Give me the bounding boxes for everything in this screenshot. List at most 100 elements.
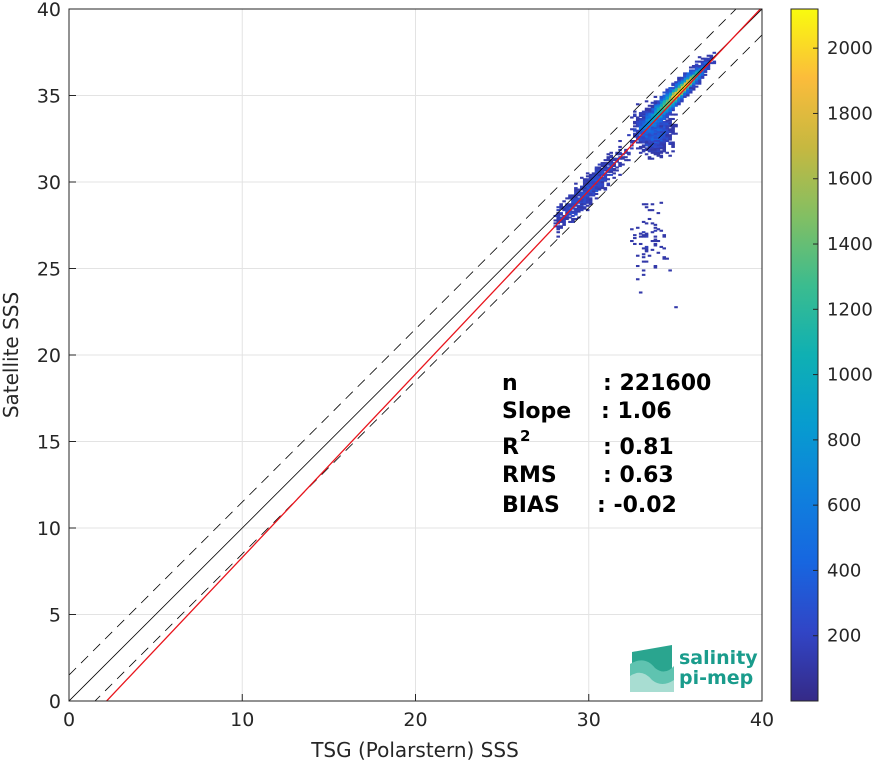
density-cell (653, 128, 658, 131)
density-cell (659, 95, 664, 98)
density-cell (588, 181, 593, 184)
density-cell (694, 78, 699, 81)
density-cell (606, 167, 611, 171)
density-cell (680, 87, 684, 90)
density-cell (671, 103, 675, 106)
density-cell (591, 179, 596, 182)
density-cell (594, 173, 599, 176)
density-cell (671, 142, 675, 146)
density-cell (641, 234, 646, 237)
density-cell (665, 103, 669, 106)
density-cell (650, 132, 655, 135)
density-cell (668, 101, 672, 104)
density-cell (647, 117, 652, 121)
density-cell (700, 72, 705, 75)
density-cell (641, 113, 646, 116)
density-cell (668, 106, 672, 109)
density-cell (582, 200, 587, 203)
density-cell (662, 103, 667, 106)
y-axis-ticks: 0 5 10 15 20 25 30 35 40 (37, 0, 76, 713)
density-cell (580, 187, 584, 190)
density-cell (580, 176, 584, 179)
density-cell (703, 57, 708, 60)
density-cell (559, 220, 563, 223)
density-cell (668, 98, 672, 101)
density-cell (712, 51, 717, 54)
density-cell (650, 125, 655, 128)
density-cell (674, 85, 678, 88)
density-cell (556, 225, 560, 228)
density-cell (591, 190, 596, 193)
y-tick-label: 35 (37, 86, 61, 108)
density-cell (686, 76, 690, 79)
density-cell (644, 234, 649, 237)
density-cell (659, 131, 664, 134)
density-cell (612, 159, 616, 162)
density-cell (580, 207, 584, 210)
density-cell (612, 176, 616, 179)
density-cell (656, 144, 661, 147)
density-cell (683, 76, 687, 79)
density-cell (662, 104, 667, 107)
density-cell (665, 110, 669, 113)
density-cell (559, 206, 563, 209)
density-cell (659, 128, 664, 131)
stat-rms-label: RMS (502, 463, 557, 488)
density-cell (556, 228, 560, 231)
density-cell (624, 156, 628, 159)
density-cell (597, 179, 602, 182)
density-cell (653, 120, 658, 123)
stat-bias-value: : -0.02 (597, 493, 677, 518)
density-cell (665, 91, 669, 94)
density-cell (559, 203, 563, 206)
density-cell (659, 132, 664, 135)
density-cell (668, 95, 672, 98)
density-cell (668, 131, 672, 134)
density-cell (606, 153, 611, 156)
density-cell (635, 226, 640, 229)
density-cell (659, 110, 664, 113)
density-cell (600, 165, 605, 168)
density-cell (697, 56, 702, 59)
density-cell (683, 75, 687, 78)
density-cell (600, 182, 605, 185)
density-cell (688, 79, 693, 82)
density-cell (677, 88, 681, 91)
density-cell (677, 95, 681, 98)
density-cell (603, 175, 608, 178)
density-cell (650, 144, 655, 147)
density-cell (662, 145, 667, 148)
colorbar-tick-label: 600 (827, 495, 861, 516)
density-cell (562, 219, 566, 222)
density-cell (641, 120, 646, 123)
density-cell (644, 116, 649, 119)
density-cell (665, 138, 669, 141)
density-cell (562, 223, 566, 226)
density-cell (641, 140, 646, 143)
density-cell (644, 138, 649, 141)
density-cell (680, 78, 684, 81)
density-cell (644, 137, 649, 140)
density-cell (574, 207, 578, 210)
density-cell (671, 92, 675, 96)
density-cell (597, 182, 602, 185)
density-cell (603, 163, 608, 166)
density-cell (659, 135, 664, 138)
density-cell (568, 220, 572, 223)
density-cell (656, 123, 661, 126)
density-cell (668, 129, 672, 132)
density-cell (650, 107, 655, 110)
density-cell (671, 144, 675, 147)
density-cell (647, 104, 652, 107)
density-cell (677, 78, 681, 81)
density-cell (659, 201, 664, 204)
density-cell (697, 79, 702, 82)
density-cell (677, 92, 681, 96)
density-cell (574, 210, 578, 213)
density-cell (588, 182, 593, 185)
density-cell (665, 100, 669, 103)
density-cell (630, 116, 634, 119)
colorbar-ticks: 200 400 600 800 1000 1200 1400 1600 1800 2000 (813, 38, 873, 647)
density-cell (686, 78, 690, 81)
density-cell (671, 126, 675, 129)
